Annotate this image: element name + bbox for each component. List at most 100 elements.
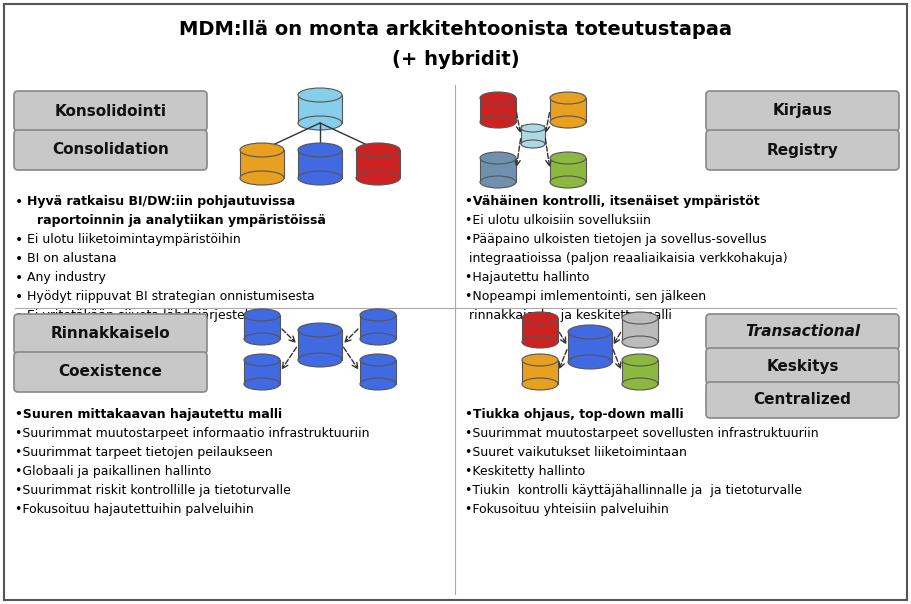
Ellipse shape [360, 333, 396, 345]
Text: Rinnakkaiselo: Rinnakkaiselo [51, 327, 170, 341]
Text: •Vähäinen kontrolli, itsenäiset ympäristöt: •Vähäinen kontrolli, itsenäiset ympärist… [465, 195, 760, 208]
Text: •Suurimmat tarpeet tietojen peilaukseen: •Suurimmat tarpeet tietojen peilaukseen [15, 446, 272, 459]
Text: Consolidation: Consolidation [52, 143, 169, 158]
Text: Registry: Registry [766, 143, 838, 158]
Text: •Suurimmat muutostarpeet sovellusten infrastruktuuriin: •Suurimmat muutostarpeet sovellusten inf… [465, 427, 819, 440]
Text: Coexistence: Coexistence [58, 364, 162, 379]
Polygon shape [568, 332, 612, 362]
Ellipse shape [480, 152, 516, 164]
Text: •: • [15, 252, 24, 266]
Text: •Hajautettu hallinto: •Hajautettu hallinto [465, 271, 589, 284]
FancyBboxPatch shape [706, 130, 899, 170]
Text: Keskitys: Keskitys [766, 359, 839, 373]
Text: Centralized: Centralized [753, 393, 852, 408]
Ellipse shape [356, 143, 400, 157]
Polygon shape [550, 158, 586, 182]
Text: •Suurimmat muutostarpeet informaatio infrastruktuuriin: •Suurimmat muutostarpeet informaatio inf… [15, 427, 370, 440]
Text: Ei ulotu liiketoimintaympäristöihin: Ei ulotu liiketoimintaympäristöihin [27, 233, 241, 246]
Text: •Suuren mittakaavan hajautettu malli: •Suuren mittakaavan hajautettu malli [15, 408, 282, 421]
Polygon shape [360, 360, 396, 384]
FancyBboxPatch shape [706, 348, 899, 384]
Text: •Nopeampi imlementointi, sen jälkeen: •Nopeampi imlementointi, sen jälkeen [465, 290, 706, 303]
Text: BI on alustana: BI on alustana [27, 252, 117, 265]
Ellipse shape [298, 353, 342, 367]
Polygon shape [522, 318, 558, 342]
Text: Kirjaus: Kirjaus [773, 103, 833, 118]
Ellipse shape [521, 140, 545, 148]
FancyBboxPatch shape [14, 91, 207, 131]
Ellipse shape [522, 336, 558, 348]
Text: Any industry: Any industry [27, 271, 106, 284]
Text: •: • [15, 195, 24, 209]
Text: •Suuret vaikutukset liiketoimintaan: •Suuret vaikutukset liiketoimintaan [465, 446, 687, 459]
Ellipse shape [522, 312, 558, 324]
Ellipse shape [568, 325, 612, 339]
Polygon shape [622, 318, 658, 342]
Ellipse shape [244, 378, 280, 390]
Polygon shape [298, 95, 342, 123]
Ellipse shape [622, 354, 658, 366]
Polygon shape [480, 158, 516, 182]
Ellipse shape [480, 116, 516, 128]
Ellipse shape [240, 143, 284, 157]
Ellipse shape [521, 124, 545, 132]
FancyBboxPatch shape [706, 382, 899, 418]
Ellipse shape [622, 312, 658, 324]
Text: •Fokusoituu yhteisiin palveluihin: •Fokusoituu yhteisiin palveluihin [465, 503, 669, 516]
Text: Ei yritetäkään siivota lähdejärjestelmiä: Ei yritetäkään siivota lähdejärjestelmiä [27, 309, 271, 322]
Text: Hyödyt riippuvat BI strategian onnistumisesta: Hyödyt riippuvat BI strategian onnistumi… [27, 290, 314, 303]
Ellipse shape [480, 176, 516, 188]
Polygon shape [522, 360, 558, 384]
Polygon shape [622, 360, 658, 384]
Text: •: • [15, 309, 24, 323]
Ellipse shape [298, 116, 342, 130]
Ellipse shape [360, 309, 396, 321]
Text: •: • [15, 233, 24, 247]
FancyBboxPatch shape [14, 314, 207, 354]
Ellipse shape [622, 378, 658, 390]
Polygon shape [356, 150, 400, 178]
Polygon shape [550, 98, 586, 122]
Text: Transactional: Transactional [745, 324, 860, 339]
Ellipse shape [360, 354, 396, 366]
Text: •Ei ulotu ulkoisiin sovelluksiin: •Ei ulotu ulkoisiin sovelluksiin [465, 214, 650, 227]
Text: •Pääpaino ulkoisten tietojen ja sovellus-sovellus: •Pääpaino ulkoisten tietojen ja sovellus… [465, 233, 766, 246]
Text: (+ hybridit): (+ hybridit) [392, 50, 519, 69]
Ellipse shape [480, 92, 516, 104]
Ellipse shape [522, 378, 558, 390]
Text: •Suurimmat riskit kontrollille ja tietoturvalle: •Suurimmat riskit kontrollille ja tietot… [15, 484, 291, 497]
Text: •Fokusoituu hajautettuihin palveluihin: •Fokusoituu hajautettuihin palveluihin [15, 503, 254, 516]
Polygon shape [240, 150, 284, 178]
Text: •: • [15, 290, 24, 304]
FancyBboxPatch shape [14, 130, 207, 170]
Ellipse shape [550, 152, 586, 164]
Text: raportoinnin ja analytiikan ympäristöissä: raportoinnin ja analytiikan ympäristöiss… [37, 214, 326, 227]
Text: Konsolidointi: Konsolidointi [55, 103, 167, 118]
Polygon shape [480, 98, 516, 122]
Ellipse shape [550, 116, 586, 128]
Text: integraatioissa (paljon reaaliaikaisia verkkohakuja): integraatioissa (paljon reaaliaikaisia v… [465, 252, 788, 265]
Text: •Keskitetty hallinto: •Keskitetty hallinto [465, 465, 585, 478]
Polygon shape [360, 315, 396, 339]
Ellipse shape [244, 333, 280, 345]
Ellipse shape [522, 354, 558, 366]
Text: •Tiukin  kontrolli käyttäjähallinnalle ja  ja tietoturvalle: •Tiukin kontrolli käyttäjähallinnalle ja… [465, 484, 802, 497]
Ellipse shape [550, 92, 586, 104]
FancyBboxPatch shape [14, 352, 207, 392]
Text: rinnakkaiselo- ja keskitetty malli: rinnakkaiselo- ja keskitetty malli [465, 309, 672, 322]
Ellipse shape [360, 378, 396, 390]
Ellipse shape [244, 309, 280, 321]
FancyBboxPatch shape [706, 314, 899, 350]
Polygon shape [298, 150, 342, 178]
Ellipse shape [568, 355, 612, 369]
Ellipse shape [298, 171, 342, 185]
Ellipse shape [298, 323, 342, 337]
Text: Hyvä ratkaisu BI/DW:iin pohjautuvissa: Hyvä ratkaisu BI/DW:iin pohjautuvissa [27, 195, 295, 208]
Ellipse shape [298, 143, 342, 157]
Text: •: • [15, 271, 24, 285]
Text: MDM:llä on monta arkkitehtoonista toteutustapaa: MDM:llä on monta arkkitehtoonista toteut… [179, 20, 732, 39]
Polygon shape [521, 128, 545, 144]
Text: •Tiukka ohjaus, top-down malli: •Tiukka ohjaus, top-down malli [465, 408, 683, 421]
Polygon shape [244, 360, 280, 384]
Ellipse shape [622, 336, 658, 348]
